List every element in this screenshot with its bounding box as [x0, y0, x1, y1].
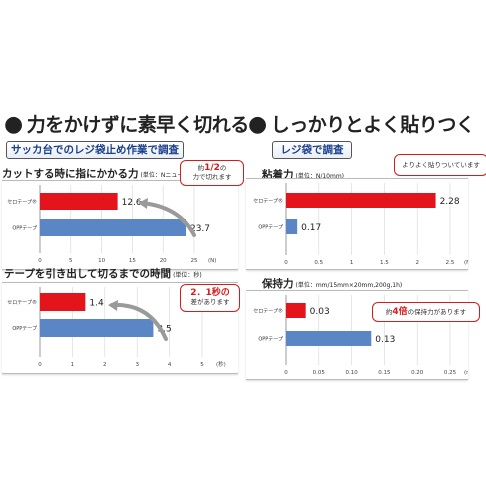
value-label: 12.6	[122, 198, 142, 208]
value-label: 2.28	[440, 197, 460, 207]
category-label: OPPテープ	[258, 225, 283, 231]
bar	[40, 319, 154, 337]
chart2-title: テープを引き出して切るまでの時間 (単位：秒)	[4, 268, 202, 280]
chart2-svg: 0 1 2 3 4 5 (秒) セロテープ® 1.4 OPPテープ 3.5	[7, 287, 226, 368]
x-tick-label: 5	[200, 362, 204, 368]
arrow-head-icon	[108, 300, 118, 311]
chart1-svg: 0 5 10 15 20 25 (N) セロテープ® 12.6 OPPテープ 23.7	[7, 185, 216, 264]
value-label: 3.5	[157, 325, 171, 335]
bullet-icon: ●	[248, 112, 267, 137]
value-label: 0.13	[375, 335, 395, 345]
value-label: 0.03	[310, 307, 330, 317]
x-tick-label: 25	[191, 258, 198, 264]
arrow-head-icon	[138, 198, 148, 209]
x-tick-label: 5	[69, 258, 73, 264]
left-heading: ● 力をかけずに素早く切れる	[4, 110, 249, 137]
bar	[40, 219, 186, 236]
value-label: 23.7	[190, 224, 210, 234]
x-tick-label: 4	[168, 362, 172, 368]
x-tick-label: 0	[284, 370, 288, 376]
chart3-callout: よりよく貼りついています	[394, 154, 486, 176]
x-tick-label: 20	[160, 258, 167, 264]
chart4-svg: 0 0.05 0.10 0.15 0.20 0.25 (mm) セロテープ® 0.03 OPPテー…	[253, 295, 468, 376]
bar	[286, 193, 436, 208]
x-tick-label: 0	[38, 258, 42, 264]
bar	[40, 293, 86, 311]
axis-unit-label: (mm)	[464, 370, 468, 376]
x-tick-label: 1.5	[380, 260, 389, 266]
bar	[40, 193, 118, 210]
comparison-arrow	[140, 201, 196, 237]
chart1-panel: 0 5 10 15 20 25 (N) セロテープ® 12.6 OPPテープ 23.7	[2, 180, 238, 270]
value-label: 0.17	[301, 223, 321, 233]
x-tick-label: 0.15	[378, 370, 391, 376]
x-tick-label: 10	[98, 258, 105, 264]
axis-unit-label: (N)	[464, 260, 468, 266]
category-label: セロテープ®	[253, 198, 283, 205]
x-tick-label: 0.10	[345, 370, 358, 376]
right-heading-text: しっかりとよく貼りつく	[270, 114, 475, 136]
bar	[286, 303, 306, 318]
x-tick-label: 1	[350, 260, 354, 266]
bar	[286, 219, 298, 234]
chart3-svg: 0 0.5 1 1.5 2 2.5 (N) セロテープ® 2.28 OPPテープ 0.17	[253, 183, 468, 266]
category-label: OPPテープ	[12, 226, 37, 232]
axis-unit-label: (N)	[208, 258, 216, 264]
x-tick-label: 0.5	[314, 260, 323, 266]
category-label: OPPテープ	[12, 326, 37, 332]
category-label: セロテープ®	[7, 199, 37, 206]
chart4-callout: 約4倍の保持力があります	[372, 302, 480, 322]
x-tick-label: 0.05	[313, 370, 326, 376]
chart1-callout: 約1/2の 力で切れます	[180, 160, 244, 186]
left-heading-text: 力をかけずに素早く切れる	[26, 114, 250, 136]
x-tick-label: 0.20	[411, 370, 424, 376]
x-tick-label: 15	[129, 258, 136, 264]
x-tick-label: 3	[135, 362, 139, 368]
right-heading: ● しっかりとよく貼りつく	[248, 110, 475, 137]
category-label: セロテープ®	[7, 299, 37, 306]
comparison-arrow	[110, 302, 168, 341]
category-label: OPPテープ	[258, 337, 283, 343]
bar	[286, 331, 372, 346]
x-tick-label: 2.5	[446, 260, 455, 266]
x-tick-label: 1	[71, 362, 75, 368]
chart2-callout: 2．1秒の 差があります	[180, 284, 240, 312]
x-tick-label: 2	[415, 260, 419, 266]
value-label: 1.4	[89, 299, 104, 309]
category-label: セロテープ®	[253, 308, 283, 315]
axis-unit-label: (秒)	[216, 360, 226, 368]
left-subtitle: サッカ台でのレジ袋止め作業で調査	[6, 141, 184, 159]
chart4-title: 保持力 (単位：mm/15mm×20mm,200g,1h)	[262, 278, 403, 290]
right-subtitle: レジ袋で調査	[272, 141, 352, 159]
chart3-panel: 0 0.5 1 1.5 2 2.5 (N) セロテープ® 2.28 OPPテープ 0.17	[246, 178, 468, 270]
bullet-icon: ●	[4, 112, 23, 137]
x-tick-label: 0	[284, 260, 288, 266]
x-tick-label: 0.25	[444, 370, 457, 376]
chart1-title: カットする時に指にかかる力 (単位：Nニュートン)	[2, 168, 198, 180]
x-tick-label: 2	[103, 362, 107, 368]
x-tick-label: 0	[38, 362, 42, 368]
